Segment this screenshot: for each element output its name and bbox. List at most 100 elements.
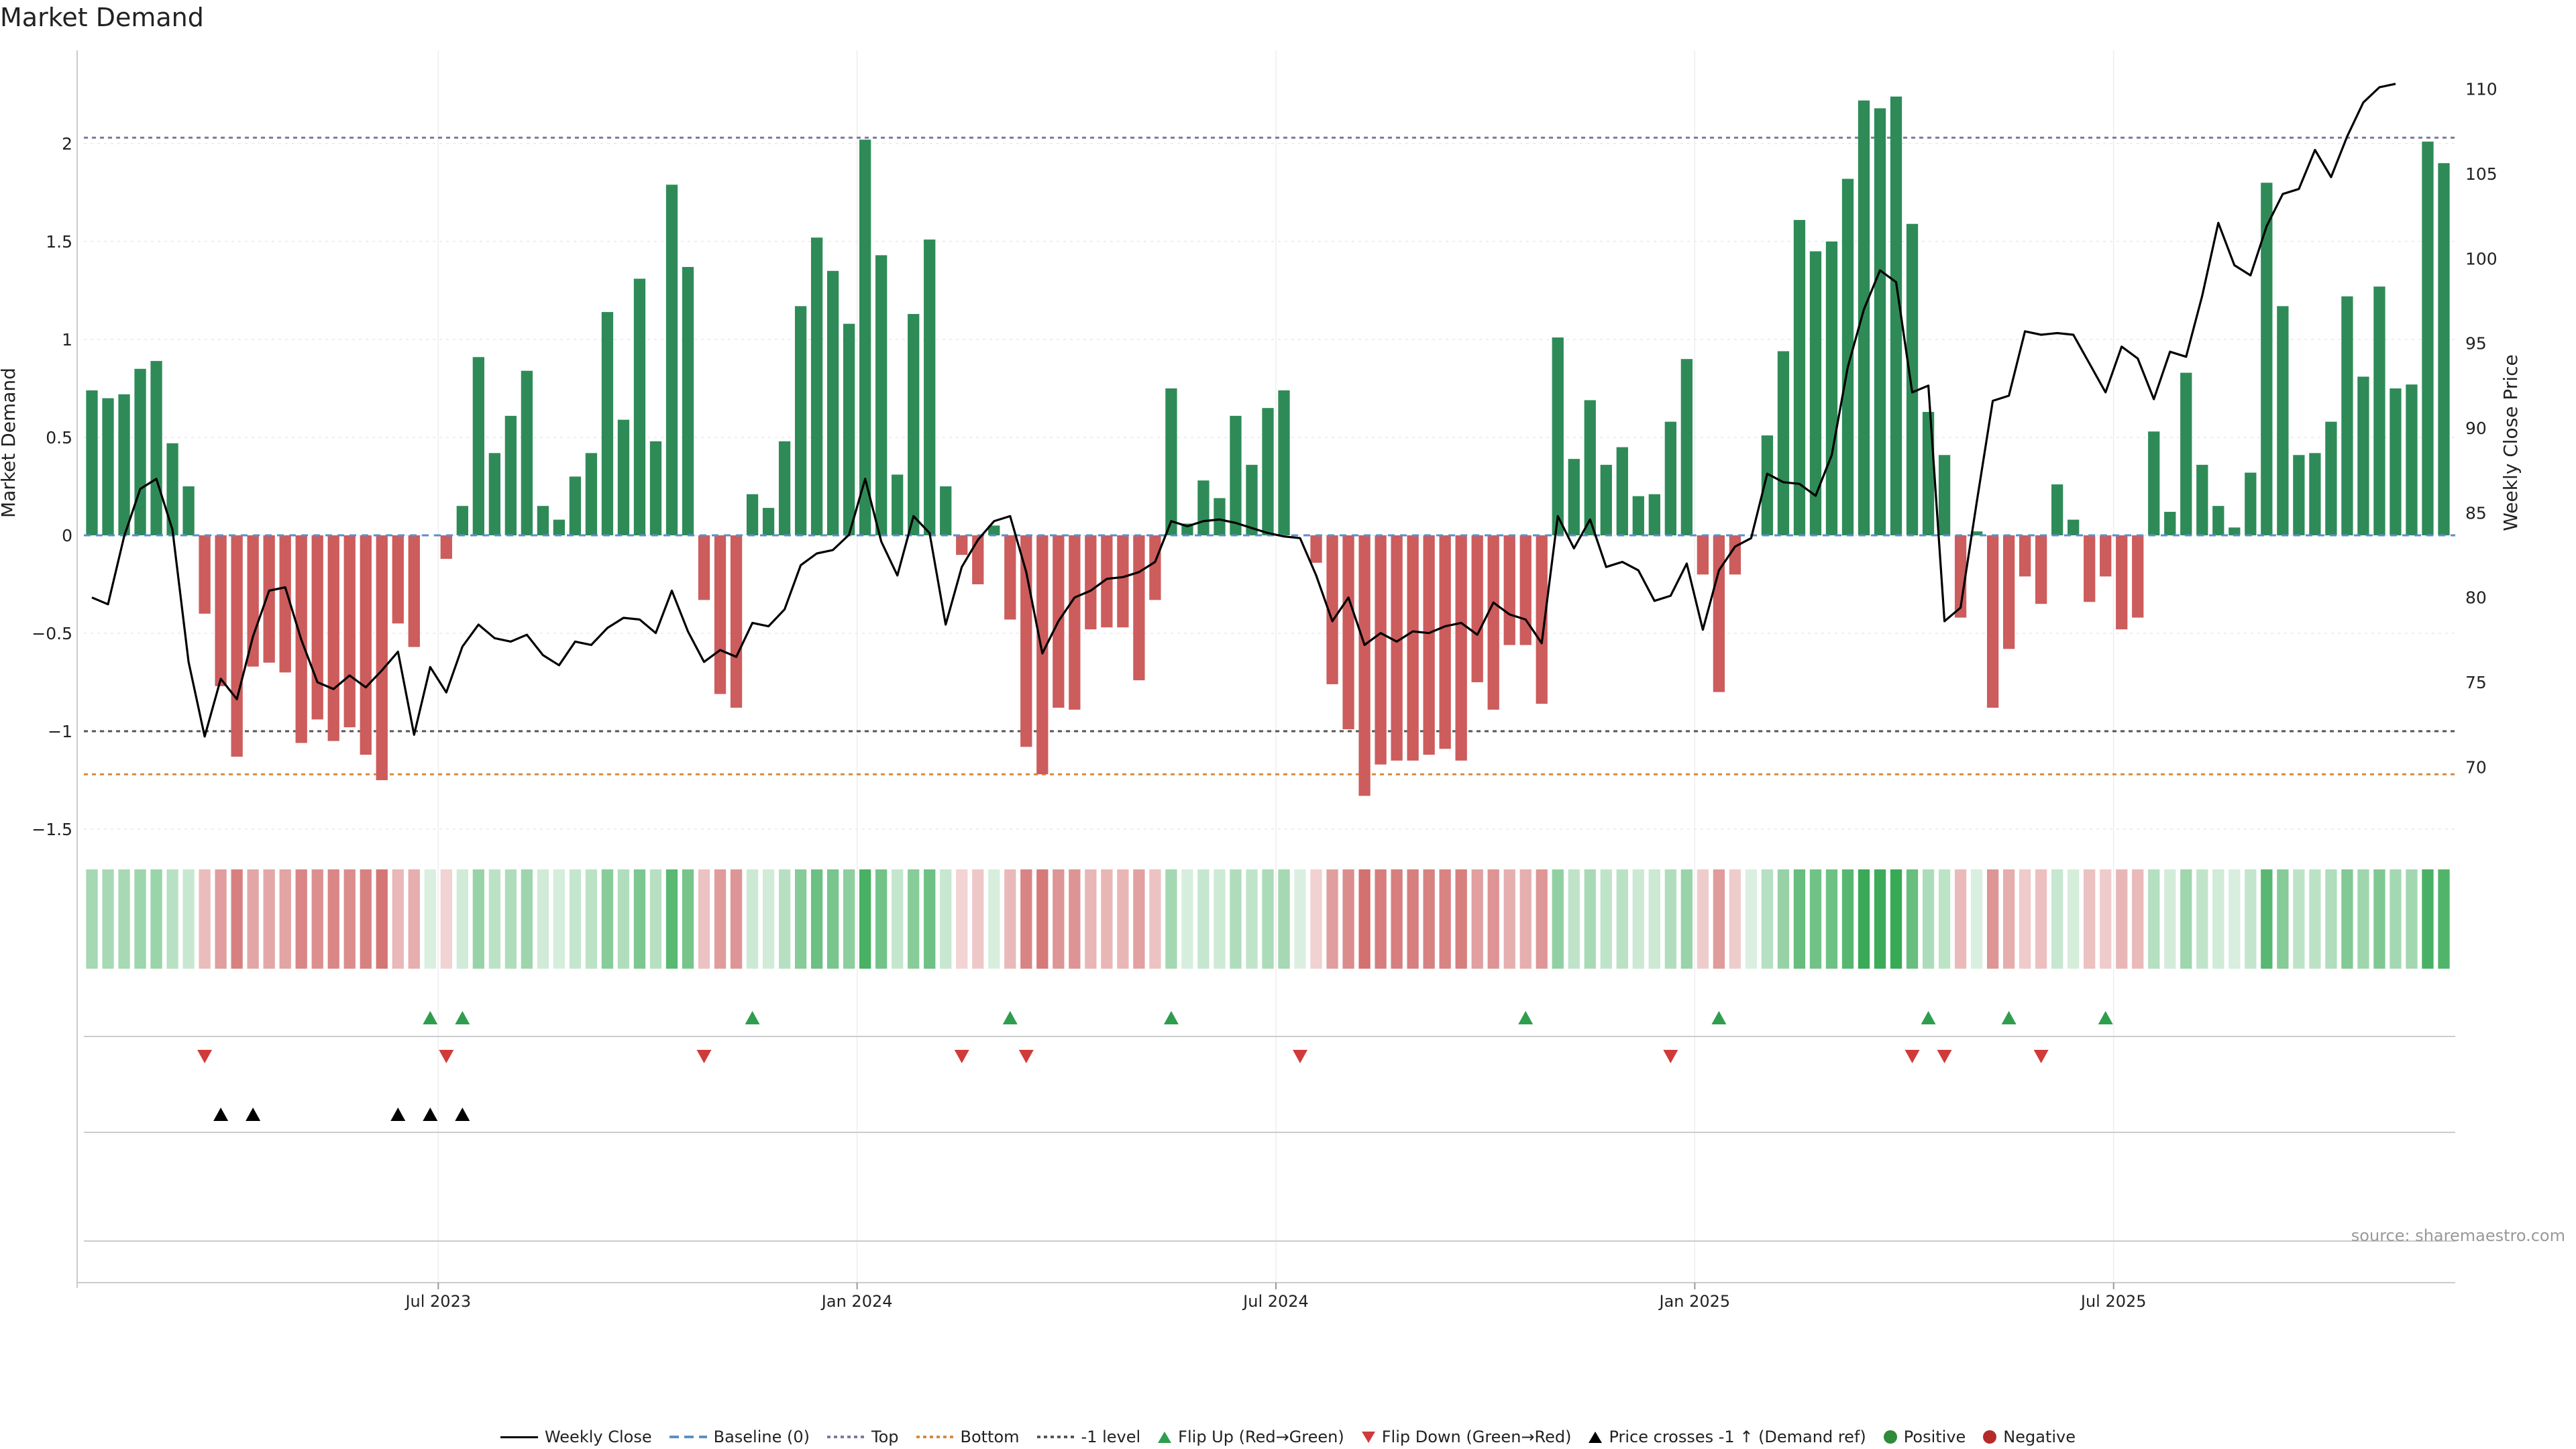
demand-bar <box>892 474 904 535</box>
demand-bar <box>2357 376 2369 535</box>
heat-cell <box>2180 869 2192 969</box>
heat-cell <box>279 869 291 969</box>
heat-cell <box>2341 869 2353 969</box>
y-tick-label: −1 <box>48 722 72 741</box>
demand-bar <box>1600 464 1612 535</box>
heat-cell <box>1197 869 1210 969</box>
heat-cell <box>150 869 162 969</box>
heat-cell <box>892 869 904 969</box>
demand-bar <box>2212 506 2224 535</box>
heat-cell <box>2196 869 2208 969</box>
demand-bar <box>553 519 566 535</box>
heat-cell <box>1858 869 1870 969</box>
heat-cell <box>569 869 582 969</box>
triangle-up-icon <box>1158 1431 1172 1443</box>
heat-cell <box>2100 869 2112 969</box>
legend-label: Flip Up (Red→Green) <box>1178 1428 1344 1446</box>
heat-cell <box>1841 869 1854 969</box>
heat-cell <box>1745 869 1758 969</box>
demand-bar <box>311 535 323 720</box>
demand-bar <box>2068 519 2080 535</box>
flip-up-marker <box>1518 1011 1534 1024</box>
demand-bar <box>1085 535 1097 630</box>
demand-bar <box>908 314 920 535</box>
heat-cell <box>102 869 114 969</box>
triangle-up-icon <box>1589 1431 1603 1443</box>
heat-cell <box>2229 869 2241 969</box>
demand-bar <box>2277 306 2289 535</box>
x-tick-label: Jul 2024 <box>1242 1292 1309 1311</box>
heat-cell <box>2390 869 2402 969</box>
demand-bar <box>1246 464 1258 535</box>
demand-bar <box>1004 535 1016 620</box>
heat-cell <box>1793 869 1806 969</box>
demand-bar <box>2229 527 2241 535</box>
heat-cell <box>2148 869 2160 969</box>
demand-bar <box>956 535 968 555</box>
demand-bar <box>1230 415 1242 535</box>
demand-bar <box>2116 535 2128 630</box>
demand-bar <box>1986 535 1999 708</box>
heat-cell <box>794 869 807 969</box>
demand-bar <box>392 535 404 624</box>
heat-cell <box>1133 869 1145 969</box>
heat-cell <box>1922 869 1935 969</box>
heat-cell <box>1471 869 1483 969</box>
heat-cell <box>2132 869 2144 969</box>
heat-cell <box>1149 869 1161 969</box>
heat-cell <box>408 869 420 969</box>
demand-bar <box>1841 178 1854 535</box>
demand-bar <box>166 443 178 535</box>
flip-down-marker <box>1663 1050 1678 1063</box>
demand-bar <box>472 357 484 535</box>
flip-up-marker <box>1163 1011 1179 1024</box>
demand-bar <box>86 390 98 535</box>
heat-cell <box>1777 869 1790 969</box>
demand-bars <box>84 96 2455 796</box>
heat-cell <box>134 869 146 969</box>
heat-cell <box>1069 869 1081 969</box>
demand-bar <box>2325 421 2337 535</box>
heat-cell <box>199 869 211 969</box>
legend-label: Baseline (0) <box>713 1428 810 1446</box>
heat-cell <box>2212 869 2224 969</box>
heat-cell <box>601 869 614 969</box>
heat-cell <box>2293 869 2305 969</box>
flip-down-marker <box>954 1050 969 1063</box>
right-axis-tick-labels: 70 75 80 85 90 95 100 105 110 <box>2465 80 2498 777</box>
heat-cell <box>1053 869 1065 969</box>
demand-bar <box>2438 163 2450 535</box>
heat-cell <box>1487 869 1499 969</box>
demand-bar <box>1326 535 1338 684</box>
demand-bar <box>360 535 372 755</box>
heat-cell <box>988 869 1000 969</box>
heat-cell <box>585 869 598 969</box>
flip-up-marker <box>423 1011 438 1024</box>
demand-bar <box>1519 535 1532 645</box>
demand-bar <box>150 361 162 535</box>
heat-cell <box>956 869 968 969</box>
demand-bar <box>263 535 275 663</box>
demand-bar <box>1375 535 1387 765</box>
heat-cell <box>1568 869 1580 969</box>
heat-cell <box>1890 869 1902 969</box>
price-cross-marker <box>455 1108 470 1121</box>
demand-bar <box>1954 535 1967 618</box>
legend-label: Top <box>871 1428 899 1446</box>
event-panels <box>84 1011 2455 1242</box>
demand-bar <box>714 535 727 694</box>
y-tick-label: −1.5 <box>32 820 72 839</box>
heat-cell <box>1358 869 1371 969</box>
y2-tick-label: 100 <box>2465 249 2498 268</box>
heat-cell <box>118 869 130 969</box>
demand-bar <box>2051 484 2063 535</box>
demand-bar <box>810 237 823 535</box>
flip-down-marker <box>1937 1050 1952 1063</box>
demand-bar <box>1455 535 1467 761</box>
y2-tick-label: 110 <box>2465 80 2498 99</box>
demand-bar <box>794 306 807 535</box>
heat-cell <box>1906 869 1919 969</box>
heat-cell <box>730 869 743 969</box>
heat-cell <box>311 869 323 969</box>
demand-bar <box>2341 296 2353 535</box>
